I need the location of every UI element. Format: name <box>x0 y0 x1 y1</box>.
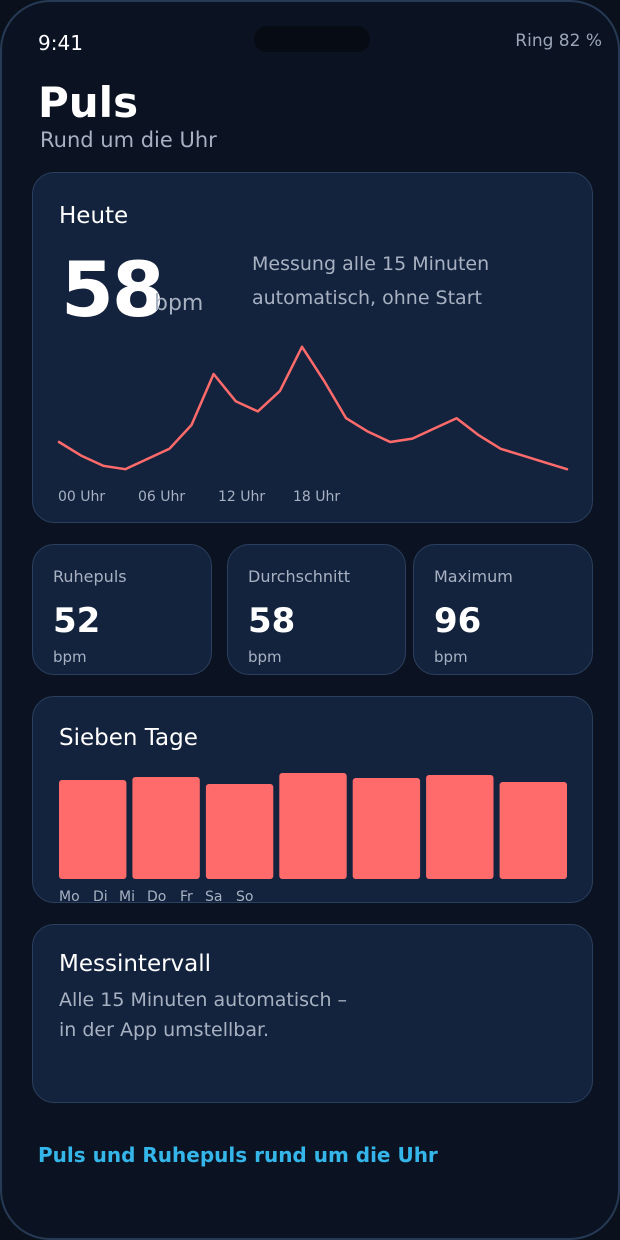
bar-sa <box>426 775 494 879</box>
stat-label: Durchschnitt <box>248 567 351 586</box>
today-bpm-value: 58 <box>61 245 165 334</box>
interval-line-2: in der App umstellbar. <box>59 1019 270 1041</box>
stat-value: 58 <box>248 601 296 641</box>
stat-value: 96 <box>434 601 482 641</box>
stat-unit: bpm <box>248 648 282 666</box>
measurement-description: Messung alle 15 Minuten automatisch, ohn… <box>252 253 490 309</box>
bar-so <box>499 782 567 879</box>
x-tick-label: 06 Uhr <box>138 489 186 505</box>
stat-value: 52 <box>53 601 101 641</box>
week-card[interactable]: Sieben Tage Mo Di Mi Do Fr Sa So <box>32 696 593 905</box>
day-label: Mo <box>59 889 80 905</box>
page-title: Puls <box>38 78 139 127</box>
bar-mi <box>205 784 274 879</box>
stat-card-maximum[interactable]: Maximum 96 bpm <box>413 544 593 675</box>
stat-card-average[interactable]: Durchschnitt 58 bpm <box>227 544 406 675</box>
today-heading: Heute <box>59 203 129 229</box>
day-label: Do <box>147 889 167 905</box>
bar-fr <box>352 778 421 879</box>
page-subtitle: Rund um die Uhr <box>40 128 217 152</box>
stat-unit: bpm <box>434 648 468 666</box>
bar-mo <box>59 780 127 879</box>
bar-do <box>279 773 347 879</box>
interval-card[interactable]: Messintervall Alle 15 Minuten automatisc… <box>32 924 593 1103</box>
interval-line-1: Alle 15 Minuten automatisch – <box>59 989 348 1011</box>
interval-heading: Messintervall <box>59 951 212 977</box>
ring-battery-status: Ring 82 % <box>515 31 602 51</box>
stat-unit: bpm <box>53 648 87 666</box>
heart-rate-series-line <box>57 345 569 471</box>
x-tick-label: 18 Uhr <box>293 489 341 505</box>
day-label: Fr <box>180 889 193 905</box>
camera-notch <box>254 26 370 52</box>
stat-label: Ruhepuls <box>53 567 127 586</box>
status-time: 9:41 <box>38 31 83 55</box>
stat-card-resting[interactable]: Ruhepuls 52 bpm <box>32 544 212 675</box>
week-bar-chart <box>59 773 567 879</box>
footer-link[interactable]: Puls und Ruhepuls rund um die Uhr <box>38 1143 438 1167</box>
week-heading: Sieben Tage <box>59 725 198 751</box>
x-tick-label: 12 Uhr <box>218 489 266 505</box>
interval-description: Alle 15 Minuten automatisch – in der App… <box>59 985 359 1045</box>
today-bpm-unit: bpm <box>154 291 204 316</box>
x-tick-label: 00 Uhr <box>58 489 106 505</box>
day-label: Sa <box>205 889 223 905</box>
heart-rate-line-chart <box>57 345 569 471</box>
day-label: So <box>236 889 254 905</box>
today-card[interactable]: Heute 58 bpm Messung alle 15 Minuten aut… <box>32 172 593 523</box>
day-label: Mi <box>119 889 135 905</box>
stat-label: Maximum <box>434 567 513 586</box>
bar-di <box>132 777 200 879</box>
day-label: Di <box>93 889 108 905</box>
